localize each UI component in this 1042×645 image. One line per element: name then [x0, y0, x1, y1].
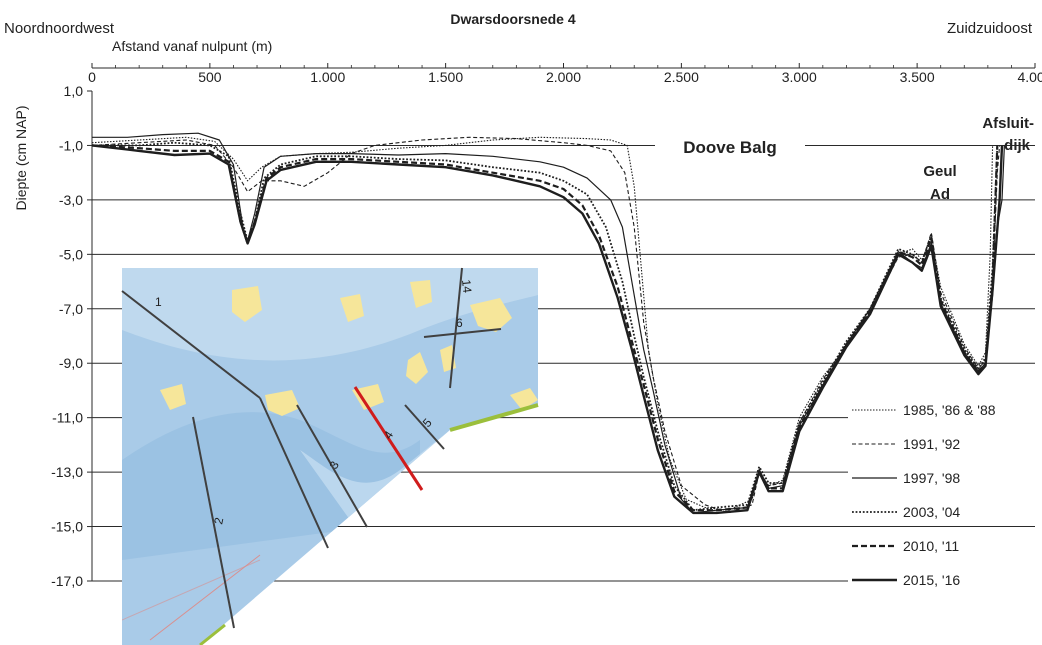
legend-label: 2003, '04 — [903, 504, 960, 520]
faint-line — [122, 559, 261, 621]
shoal-patch — [340, 294, 364, 322]
axes: 1,0 -1,0 -3,0 -5,0 -7,0 -9,0 -11,0 -13,0 -15,0 -1… — [51, 63, 1042, 589]
y-tick-label: -3,0 — [59, 192, 83, 208]
legend: 1985, '86 & '88 1991, '92 1997, '98 2003, '… — [848, 398, 1038, 592]
transect-label-2: 2 — [211, 516, 226, 526]
transect-4 — [353, 386, 424, 491]
shoal-patch — [160, 384, 186, 410]
y-tick-label: -17,0 — [51, 573, 83, 589]
shoal-patch — [510, 388, 538, 410]
transect-label-6: 6 — [456, 316, 463, 330]
annotation-ad: Ad — [930, 186, 950, 203]
series-lines — [91, 132, 1005, 515]
x-tick-label: 1.000 — [310, 69, 345, 85]
shoal-patch — [406, 352, 428, 384]
chart-title: Dwarsdoorsnede 4 — [450, 11, 575, 27]
series-line-6 — [91, 144, 1004, 515]
direction-left-label: Noordnoordwest — [4, 20, 115, 37]
x-tick-label: 0 — [88, 69, 96, 85]
legend-backdrop — [848, 500, 1038, 524]
series-line-4 — [92, 141, 999, 512]
x-tick-label: 3.000 — [782, 69, 817, 85]
transect-6 — [423, 328, 502, 338]
shoal-patch — [232, 286, 262, 322]
inset-channel — [122, 268, 538, 361]
transect-1 — [121, 290, 261, 399]
shoal-patch — [410, 280, 432, 308]
transect-5 — [404, 404, 445, 450]
x-tick-label: 500 — [198, 69, 222, 85]
faint-line — [149, 554, 261, 641]
x-tick-label: 4.000 — [1017, 69, 1042, 85]
y-tick-label: -9,0 — [59, 355, 83, 371]
transect-14 — [449, 267, 463, 389]
x-tick-label: 2.500 — [664, 69, 699, 85]
y-axis-label: Diepte (cm NAP) — [13, 105, 29, 210]
x-tick-label: 2.000 — [546, 69, 581, 85]
shoal-patch — [265, 390, 300, 416]
map-inset: 1 2 3 4 5 6 14 — [121, 267, 539, 645]
transect-2 — [192, 416, 235, 629]
annotation-backdrop — [655, 132, 805, 158]
legend-label: 2015, '16 — [903, 572, 960, 588]
legend-label: 1991, '92 — [903, 436, 960, 452]
shoal-patch — [470, 298, 512, 332]
annotation-geul: Geul — [923, 163, 956, 180]
coastline — [449, 403, 539, 432]
transect-3 — [296, 404, 368, 528]
x-tick-label: 1.500 — [428, 69, 463, 85]
coastline — [199, 623, 226, 645]
y-tick-label: -15,0 — [51, 519, 83, 535]
shoal-patch — [352, 384, 384, 410]
legend-label: 1985, '86 & '88 — [903, 402, 996, 418]
annotation-doove-balg: Doove Balg — [683, 138, 777, 157]
annotation-dijk: dijk — [1004, 137, 1030, 154]
x-axis-label: Afstand vanaf nulpunt (m) — [112, 38, 272, 54]
transect-2b — [259, 397, 329, 549]
x-tick-label: 3.500 — [900, 69, 935, 85]
y-tick-label: 1,0 — [64, 83, 84, 99]
y-tick-label: -1,0 — [59, 137, 83, 153]
y-tick-label: -5,0 — [59, 246, 83, 262]
legend-label: 2010, '11 — [903, 538, 959, 554]
y-tick-label: -11,0 — [52, 410, 83, 426]
transect-label-1: 1 — [155, 295, 162, 309]
direction-right-label: Zuidzuidoost — [947, 20, 1033, 37]
transect-label-14: 14 — [459, 279, 474, 294]
annotation-afsluit: Afsluit- — [982, 115, 1034, 132]
y-tick-label: -13,0 — [51, 464, 83, 480]
y-tick-label: -7,0 — [59, 301, 83, 317]
shallow-zone — [300, 430, 450, 520]
legend-label: 1997, '98 — [903, 470, 960, 486]
